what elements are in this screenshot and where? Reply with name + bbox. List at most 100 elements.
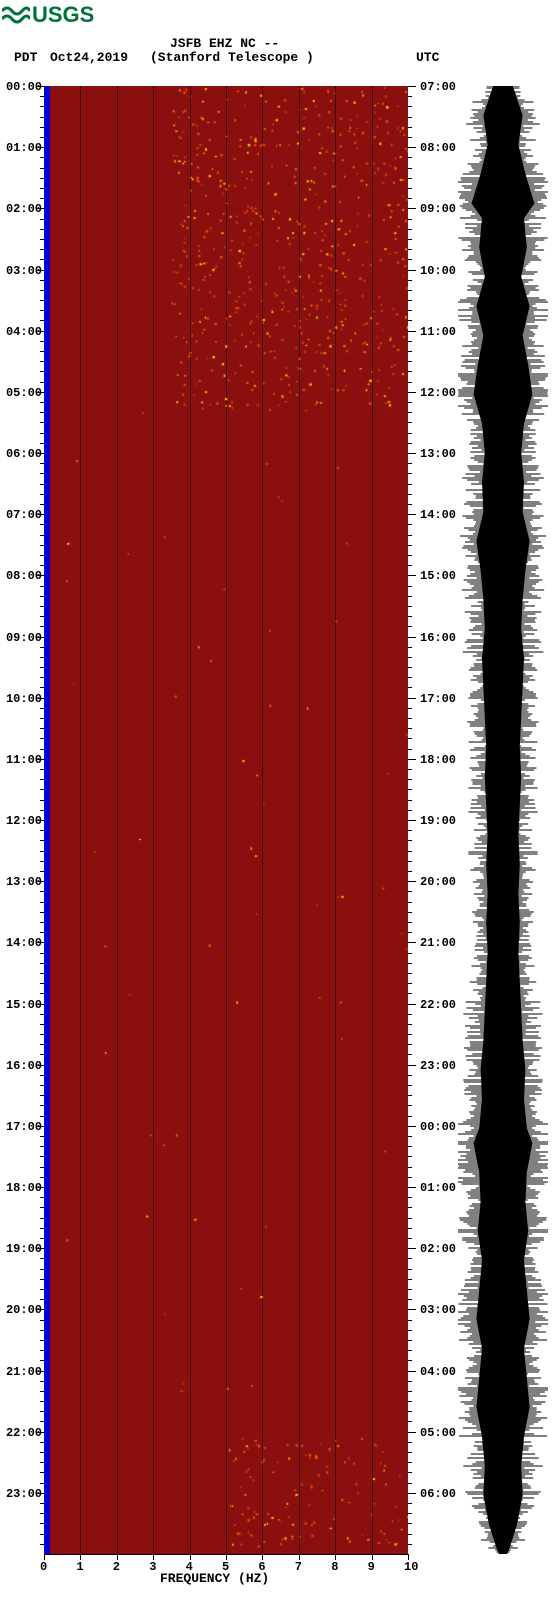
right-time-minor-tick [408,1044,412,1045]
spectrogram-gridline [153,86,154,1554]
left-time-minor-tick [40,361,44,362]
x-axis-label: FREQUENCY (HZ) [160,1571,269,1586]
left-time-minor-tick [40,749,44,750]
left-time-tick-label: 23:00 [2,1487,42,1501]
left-time-minor-tick [40,1146,44,1147]
left-time-minor-tick [40,800,44,801]
right-time-minor-tick [408,1085,412,1086]
wave-icon [2,5,30,25]
spectrogram-gridline [117,86,118,1554]
right-time-minor-tick [408,300,412,301]
right-time-minor-tick [408,1156,412,1157]
right-time-minor-tick [408,728,412,729]
left-time-minor-tick [40,1523,44,1524]
left-time-minor-tick [40,789,44,790]
right-time-tick-mark [408,1187,416,1188]
left-time-minor-tick [40,912,44,913]
right-time-minor-tick [408,922,412,923]
left-time-minor-tick [40,1289,44,1290]
left-time-minor-tick [40,830,44,831]
left-time-minor-tick [40,1330,44,1331]
left-time-minor-tick [40,1258,44,1259]
right-time-minor-tick [408,687,412,688]
left-time-minor-tick [40,1544,44,1545]
left-time-minor-tick [40,494,44,495]
right-time-minor-tick [408,188,412,189]
right-time-minor-tick [408,1391,412,1392]
right-time-minor-tick [408,1483,412,1484]
right-time-tick-label: 20:00 [420,875,456,889]
right-time-minor-tick [408,993,412,994]
right-time-minor-tick [408,137,412,138]
left-time-tick-label: 08:00 [2,569,42,583]
left-time-minor-tick [40,1218,44,1219]
right-time-minor-tick [408,535,412,536]
right-time-minor-tick [408,1177,412,1178]
right-time-minor-tick [408,1503,412,1504]
right-time-tick-label: 13:00 [420,447,456,461]
right-time-tick-mark [408,575,416,576]
left-time-tick-label: 04:00 [2,325,42,339]
left-time-tick-mark [36,1493,44,1494]
page: USGS JSFB EHZ NC -- (Stanford Telescope … [0,0,552,1613]
left-time-minor-tick [40,1136,44,1137]
left-time-minor-tick [40,953,44,954]
left-time-minor-tick [40,993,44,994]
left-time-minor-tick [40,351,44,352]
spectrogram-gridline [226,86,227,1554]
right-time-minor-tick [408,1340,412,1341]
left-time-minor-tick [40,840,44,841]
waveform-svg [458,86,548,1554]
left-time-minor-tick [40,1116,44,1117]
spectrogram-gridline [262,86,263,1554]
left-time-tick-label: 07:00 [2,508,42,522]
right-time-minor-tick [408,1360,412,1361]
right-time-minor-tick [408,810,412,811]
left-time-minor-tick [40,422,44,423]
left-time-minor-tick [40,229,44,230]
left-time-tick-mark [36,514,44,515]
left-time-minor-tick [40,1391,44,1392]
x-axis-tick-label: 8 [331,1560,338,1574]
left-time-minor-tick [40,1207,44,1208]
left-time-tick-mark [36,1432,44,1433]
right-time-minor-tick [408,1401,412,1402]
left-time-tick-mark [36,86,44,87]
right-time-minor-tick [408,463,412,464]
left-time-minor-tick [40,1360,44,1361]
right-time-minor-tick [408,1534,412,1535]
left-time-tick-label: 10:00 [2,692,42,706]
logo-text: USGS [32,2,94,28]
right-time-tick-mark [408,1309,416,1310]
right-time-tick-mark [408,1065,416,1066]
spectrogram-gridline [335,86,336,1554]
left-time-minor-tick [40,1177,44,1178]
left-time-minor-tick [40,382,44,383]
right-time-minor-tick [408,1462,412,1463]
right-time-minor-tick [408,96,412,97]
left-time-minor-tick [40,1075,44,1076]
right-time-minor-tick [408,198,412,199]
right-time-tick-label: 16:00 [420,631,456,645]
left-time-minor-tick [40,280,44,281]
left-time-minor-tick [40,769,44,770]
left-time-minor-tick [40,371,44,372]
left-time-minor-tick [40,300,44,301]
right-time-minor-tick [408,932,412,933]
right-time-tick-label: 11:00 [420,325,456,339]
left-time-minor-tick [40,443,44,444]
waveform-plot [458,86,548,1554]
left-time-minor-tick [40,1228,44,1229]
right-time-minor-tick [408,902,412,903]
left-time-minor-tick [40,1340,44,1341]
left-time-minor-tick [40,973,44,974]
left-time-tick-label: 12:00 [2,814,42,828]
left-time-minor-tick [40,1105,44,1106]
left-time-tick-label: 22:00 [2,1426,42,1440]
left-time-tick-mark [36,270,44,271]
left-time-minor-tick [40,1054,44,1055]
left-time-minor-tick [40,1034,44,1035]
left-time-tick-label: 14:00 [2,936,42,950]
right-time-minor-tick [408,1320,412,1321]
left-time-minor-tick [40,1299,44,1300]
